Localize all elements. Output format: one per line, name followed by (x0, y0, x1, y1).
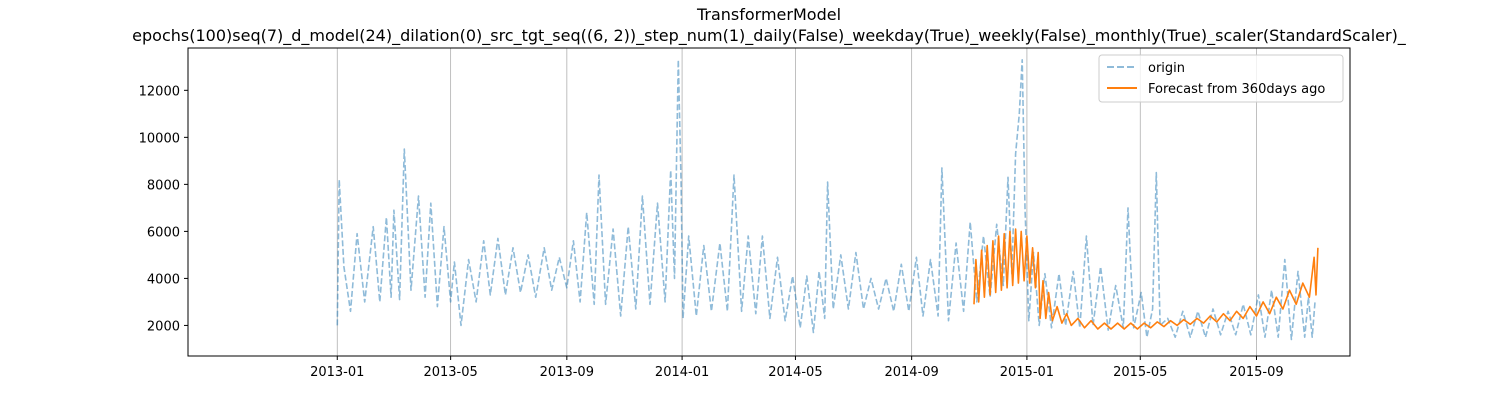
legend: origin Forecast from 360days ago (1098, 54, 1344, 103)
origin-series-line (336, 59, 1316, 341)
plot-frame (187, 47, 1351, 357)
x-tick-label: 2013-09 (540, 365, 594, 380)
x-tick-label: 2015-01 (1000, 365, 1054, 380)
y-tick-label: 8000 (147, 178, 180, 193)
chart-subtitle: epochs(100)seq(7)_d_model(24)_dilation(0… (132, 26, 1407, 46)
series-layer (336, 59, 1319, 341)
legend-origin-label: origin (1148, 61, 1185, 76)
x-tick-label: 2015-05 (1113, 365, 1167, 380)
x-tick-label: 2015-09 (1229, 365, 1283, 380)
y-tick-label: 2000 (147, 319, 180, 334)
x-tick-label: 2013-05 (423, 365, 477, 380)
x-tick-label: 2014-01 (655, 365, 709, 380)
x-tick-label: 2014-09 (884, 365, 938, 380)
y-tick-label: 12000 (139, 84, 180, 99)
y-tick-label: 10000 (139, 131, 180, 146)
y-axis: 2000 4000 6000 8000 10000 12000 (139, 84, 188, 334)
legend-forecast-label: Forecast from 360days ago (1148, 82, 1325, 97)
x-axis: 2013-01 2013-05 2013-09 2014-01 2014-05 2014-… (310, 356, 1284, 380)
chart-title: TransformerModel (696, 5, 841, 24)
x-tick-label: 2013-01 (310, 365, 364, 380)
forecast-series-line (973, 228, 1319, 330)
y-tick-label: 6000 (147, 225, 180, 240)
legend-box (1098, 54, 1344, 103)
x-tick-label: 2014-05 (768, 365, 822, 380)
y-tick-label: 4000 (147, 272, 180, 287)
